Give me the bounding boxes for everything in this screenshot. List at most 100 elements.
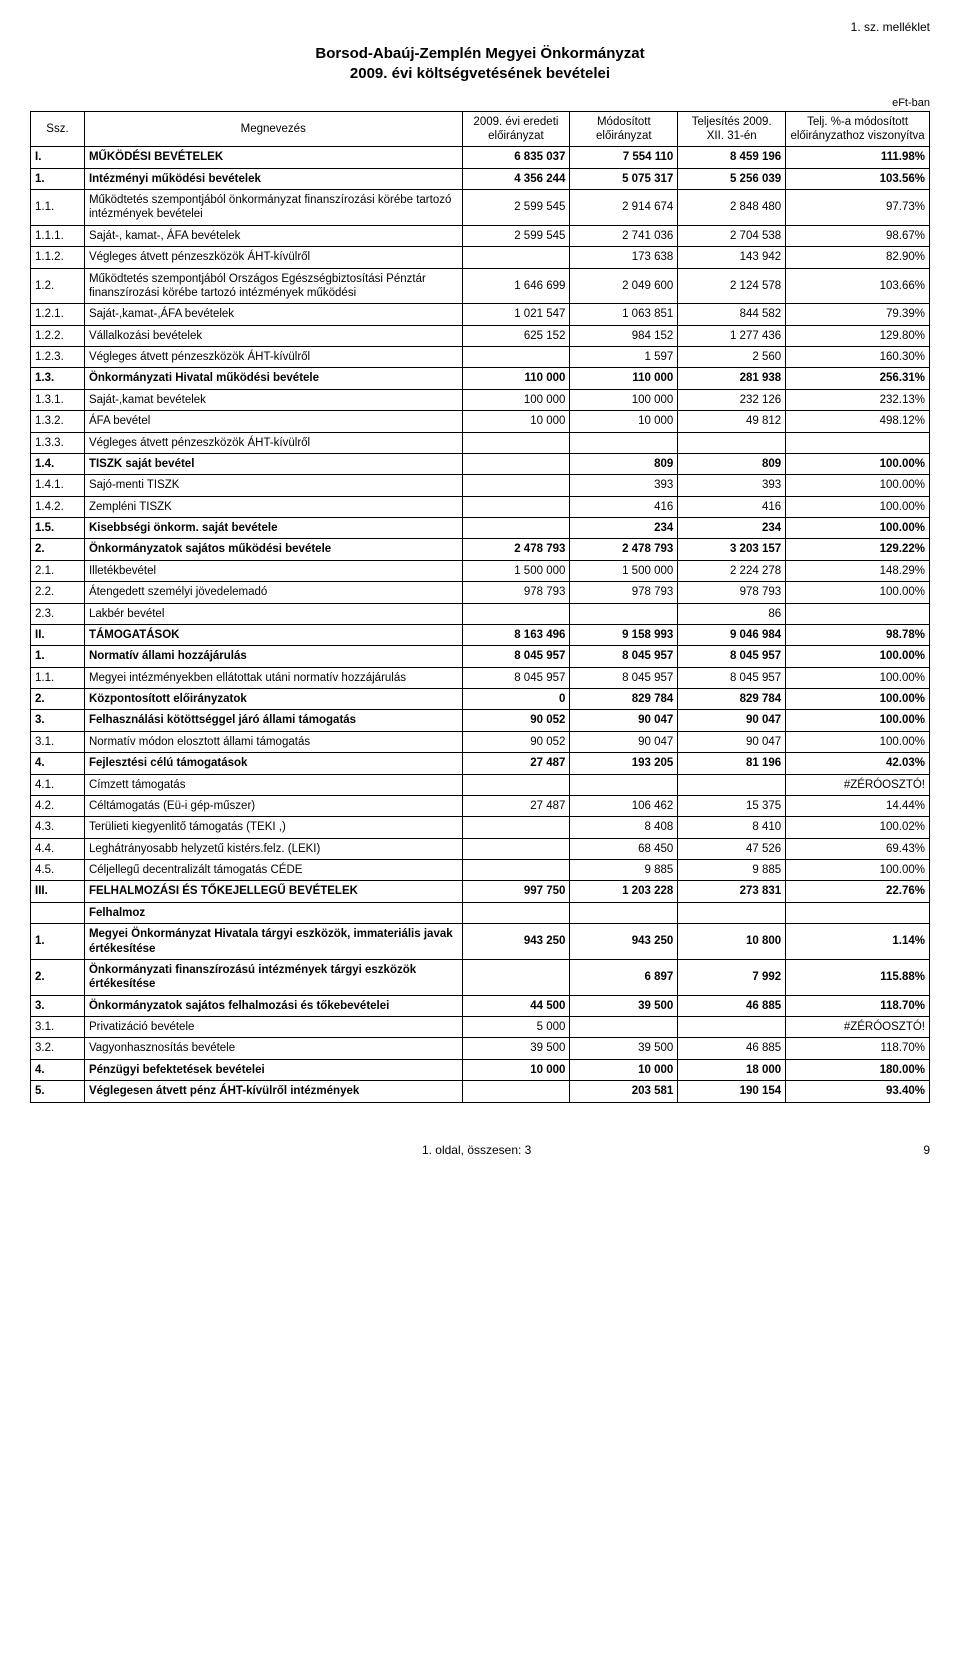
table-row: 3.Önkormányzatok sajátos felhalmozási és… <box>31 995 930 1016</box>
cell-ssz: 3. <box>31 995 85 1016</box>
cell-c2 <box>570 902 678 923</box>
cell-c1 <box>462 838 570 859</box>
cell-c4: 69.43% <box>786 838 930 859</box>
annex-label: 1. sz. melléklet <box>30 20 930 34</box>
cell-c4: 97.73% <box>786 190 930 226</box>
table-row: 1.3.Önkormányzati Hivatal működési bevét… <box>31 368 930 389</box>
cell-c1: 10 000 <box>462 411 570 432</box>
cell-c3: 90 047 <box>678 731 786 752</box>
cell-name: Önkormányzati finanszírozású intézmények… <box>84 959 462 995</box>
cell-name: Saját-,kamat-,ÁFA bevételek <box>84 304 462 325</box>
table-row: 1.3.1.Saját-,kamat bevételek100 000100 0… <box>31 389 930 410</box>
cell-c1 <box>462 432 570 453</box>
cell-c1 <box>462 959 570 995</box>
table-row: 1.1.2.Végleges átvett pénzeszközök ÁHT-k… <box>31 247 930 268</box>
cell-c3: 18 000 <box>678 1059 786 1080</box>
cell-ssz: 4.4. <box>31 838 85 859</box>
cell-c3: 281 938 <box>678 368 786 389</box>
cell-c3: 978 793 <box>678 582 786 603</box>
cell-ssz: II. <box>31 624 85 645</box>
table-row: 3.1.Normatív módon elosztott állami támo… <box>31 731 930 752</box>
cell-c3 <box>678 432 786 453</box>
cell-c1 <box>462 774 570 795</box>
cell-ssz: 1.1. <box>31 667 85 688</box>
cell-c2: 68 450 <box>570 838 678 859</box>
cell-ssz: 4.3. <box>31 817 85 838</box>
cell-c4: 100.00% <box>786 731 930 752</box>
cell-c2: 393 <box>570 475 678 496</box>
cell-name: Pénzügyi befektetések bevételei <box>84 1059 462 1080</box>
table-row: 1.Normatív állami hozzájárulás8 045 9578… <box>31 646 930 667</box>
cell-ssz: 1.1.2. <box>31 247 85 268</box>
cell-ssz: 1.3.2. <box>31 411 85 432</box>
cell-name: Terülieti kiegyenlitő támogatás (TEKI ,) <box>84 817 462 838</box>
cell-c2: 6 897 <box>570 959 678 995</box>
cell-c1: 978 793 <box>462 582 570 603</box>
cell-c2: 7 554 110 <box>570 147 678 168</box>
cell-c4: 256.31% <box>786 368 930 389</box>
cell-name: Végleges átvett pénzeszközök ÁHT-kívülrő… <box>84 347 462 368</box>
cell-c4: 100.00% <box>786 518 930 539</box>
cell-c4: #ZÉRÓOSZTÓ! <box>786 1017 930 1038</box>
cell-ssz: 1.3.1. <box>31 389 85 410</box>
cell-ssz: 2.3. <box>31 603 85 624</box>
cell-c1: 8 163 496 <box>462 624 570 645</box>
table-row: 5.Véglegesen átvett pénz ÁHT-kívülről in… <box>31 1081 930 1102</box>
cell-c1 <box>462 603 570 624</box>
cell-c2: 110 000 <box>570 368 678 389</box>
cell-c2: 943 250 <box>570 924 678 960</box>
cell-ssz: III. <box>31 881 85 902</box>
cell-c2: 978 793 <box>570 582 678 603</box>
cell-c3: 8 045 957 <box>678 646 786 667</box>
cell-c1: 90 052 <box>462 710 570 731</box>
cell-c2: 8 408 <box>570 817 678 838</box>
cell-ssz: 2. <box>31 689 85 710</box>
cell-ssz: 5. <box>31 1081 85 1102</box>
cell-c2: 106 462 <box>570 795 678 816</box>
cell-c3: 49 812 <box>678 411 786 432</box>
cell-ssz: 1.4. <box>31 453 85 474</box>
cell-ssz: 1. <box>31 168 85 189</box>
cell-c2: 2 741 036 <box>570 225 678 246</box>
cell-ssz: 1.3. <box>31 368 85 389</box>
cell-c3: 143 942 <box>678 247 786 268</box>
cell-c3: 8 045 957 <box>678 667 786 688</box>
cell-name: Céljellegű decentralizált támogatás CÉDE <box>84 860 462 881</box>
cell-c4: 14.44% <box>786 795 930 816</box>
cell-c2: 90 047 <box>570 710 678 731</box>
cell-c1: 5 000 <box>462 1017 570 1038</box>
cell-ssz: 4. <box>31 1059 85 1080</box>
cell-name: Fejlesztési célú támogatások <box>84 753 462 774</box>
cell-c4: 98.78% <box>786 624 930 645</box>
cell-c1 <box>462 496 570 517</box>
cell-c4 <box>786 432 930 453</box>
cell-ssz: 1.3.3. <box>31 432 85 453</box>
header-col1: 2009. évi eredeti előirányzat <box>462 111 570 147</box>
cell-c3: 809 <box>678 453 786 474</box>
cell-c4: 180.00% <box>786 1059 930 1080</box>
cell-ssz: 1.2. <box>31 268 85 304</box>
cell-name: Önkormányzati Hivatal működési bevétele <box>84 368 462 389</box>
cell-name: Átengedett személyi jövedelemadó <box>84 582 462 603</box>
table-row: 1.5.Kisebbségi önkorm. saját bevétele234… <box>31 518 930 539</box>
cell-ssz: I. <box>31 147 85 168</box>
cell-c3: 416 <box>678 496 786 517</box>
cell-c2: 9 158 993 <box>570 624 678 645</box>
table-row: 3.1.Privatizáció bevétele5 000#ZÉRÓOSZTÓ… <box>31 1017 930 1038</box>
cell-c3: 9 046 984 <box>678 624 786 645</box>
cell-c1: 8 045 957 <box>462 646 570 667</box>
cell-ssz: 2. <box>31 959 85 995</box>
cell-c2: 1 063 851 <box>570 304 678 325</box>
cell-ssz: 1.2.3. <box>31 347 85 368</box>
table-row: 2.2.Átengedett személyi jövedelemadó978 … <box>31 582 930 603</box>
cell-name: Véglegesen átvett pénz ÁHT-kívülről inté… <box>84 1081 462 1102</box>
cell-c4: 100.00% <box>786 710 930 731</box>
cell-c3: 232 126 <box>678 389 786 410</box>
table-row: 4.1.Címzett támogatás#ZÉRÓOSZTÓ! <box>31 774 930 795</box>
cell-c3: 90 047 <box>678 710 786 731</box>
cell-name: Címzett támogatás <box>84 774 462 795</box>
cell-c2: 1 500 000 <box>570 560 678 581</box>
table-row: 1.1.Megyei intézményekben ellátottak utá… <box>31 667 930 688</box>
cell-name: FELHALMOZÁSI ÉS TŐKEJELLEGŰ BEVÉTELEK <box>84 881 462 902</box>
cell-c3: 7 992 <box>678 959 786 995</box>
